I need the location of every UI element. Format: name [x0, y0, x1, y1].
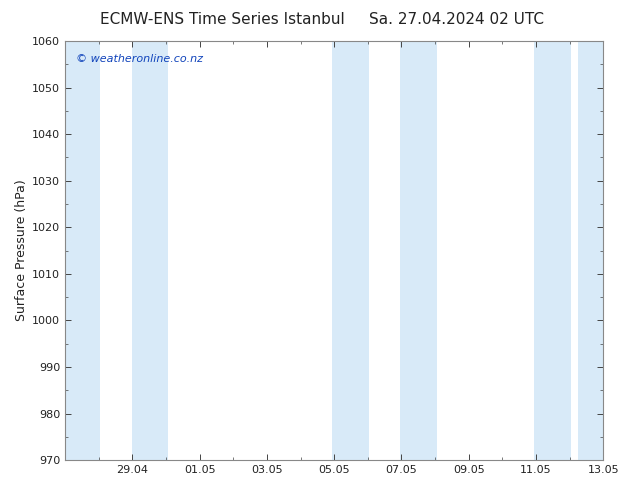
Bar	[133, 41, 168, 460]
Bar	[534, 41, 571, 460]
Text: ECMW-ENS Time Series Istanbul: ECMW-ENS Time Series Istanbul	[100, 12, 344, 27]
Text: © weatheronline.co.nz: © weatheronline.co.nz	[76, 53, 203, 64]
Bar	[578, 41, 603, 460]
Bar	[332, 41, 370, 460]
Text: Sa. 27.04.2024 02 UTC: Sa. 27.04.2024 02 UTC	[369, 12, 544, 27]
Y-axis label: Surface Pressure (hPa): Surface Pressure (hPa)	[15, 180, 28, 321]
Bar	[65, 41, 100, 460]
Bar	[400, 41, 437, 460]
